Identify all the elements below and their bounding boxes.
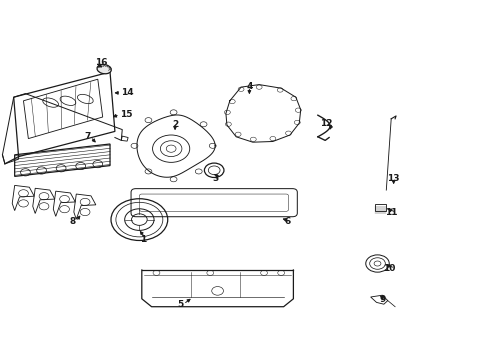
- Text: 13: 13: [386, 174, 399, 183]
- Text: 8: 8: [69, 217, 76, 226]
- Ellipse shape: [97, 64, 111, 74]
- Text: 2: 2: [172, 120, 178, 129]
- Text: 11: 11: [384, 208, 396, 217]
- Text: 6: 6: [284, 217, 290, 226]
- Text: 4: 4: [245, 82, 252, 91]
- Text: 3: 3: [212, 174, 219, 183]
- Bar: [374, 204, 386, 211]
- Text: 5: 5: [177, 300, 183, 309]
- Text: 15: 15: [120, 110, 132, 119]
- Text: 1: 1: [140, 235, 146, 244]
- Text: 14: 14: [121, 88, 134, 97]
- Text: 10: 10: [382, 264, 394, 273]
- Text: 16: 16: [95, 58, 108, 67]
- Text: 9: 9: [379, 295, 386, 304]
- Text: 12: 12: [319, 118, 332, 127]
- Text: 7: 7: [84, 132, 90, 141]
